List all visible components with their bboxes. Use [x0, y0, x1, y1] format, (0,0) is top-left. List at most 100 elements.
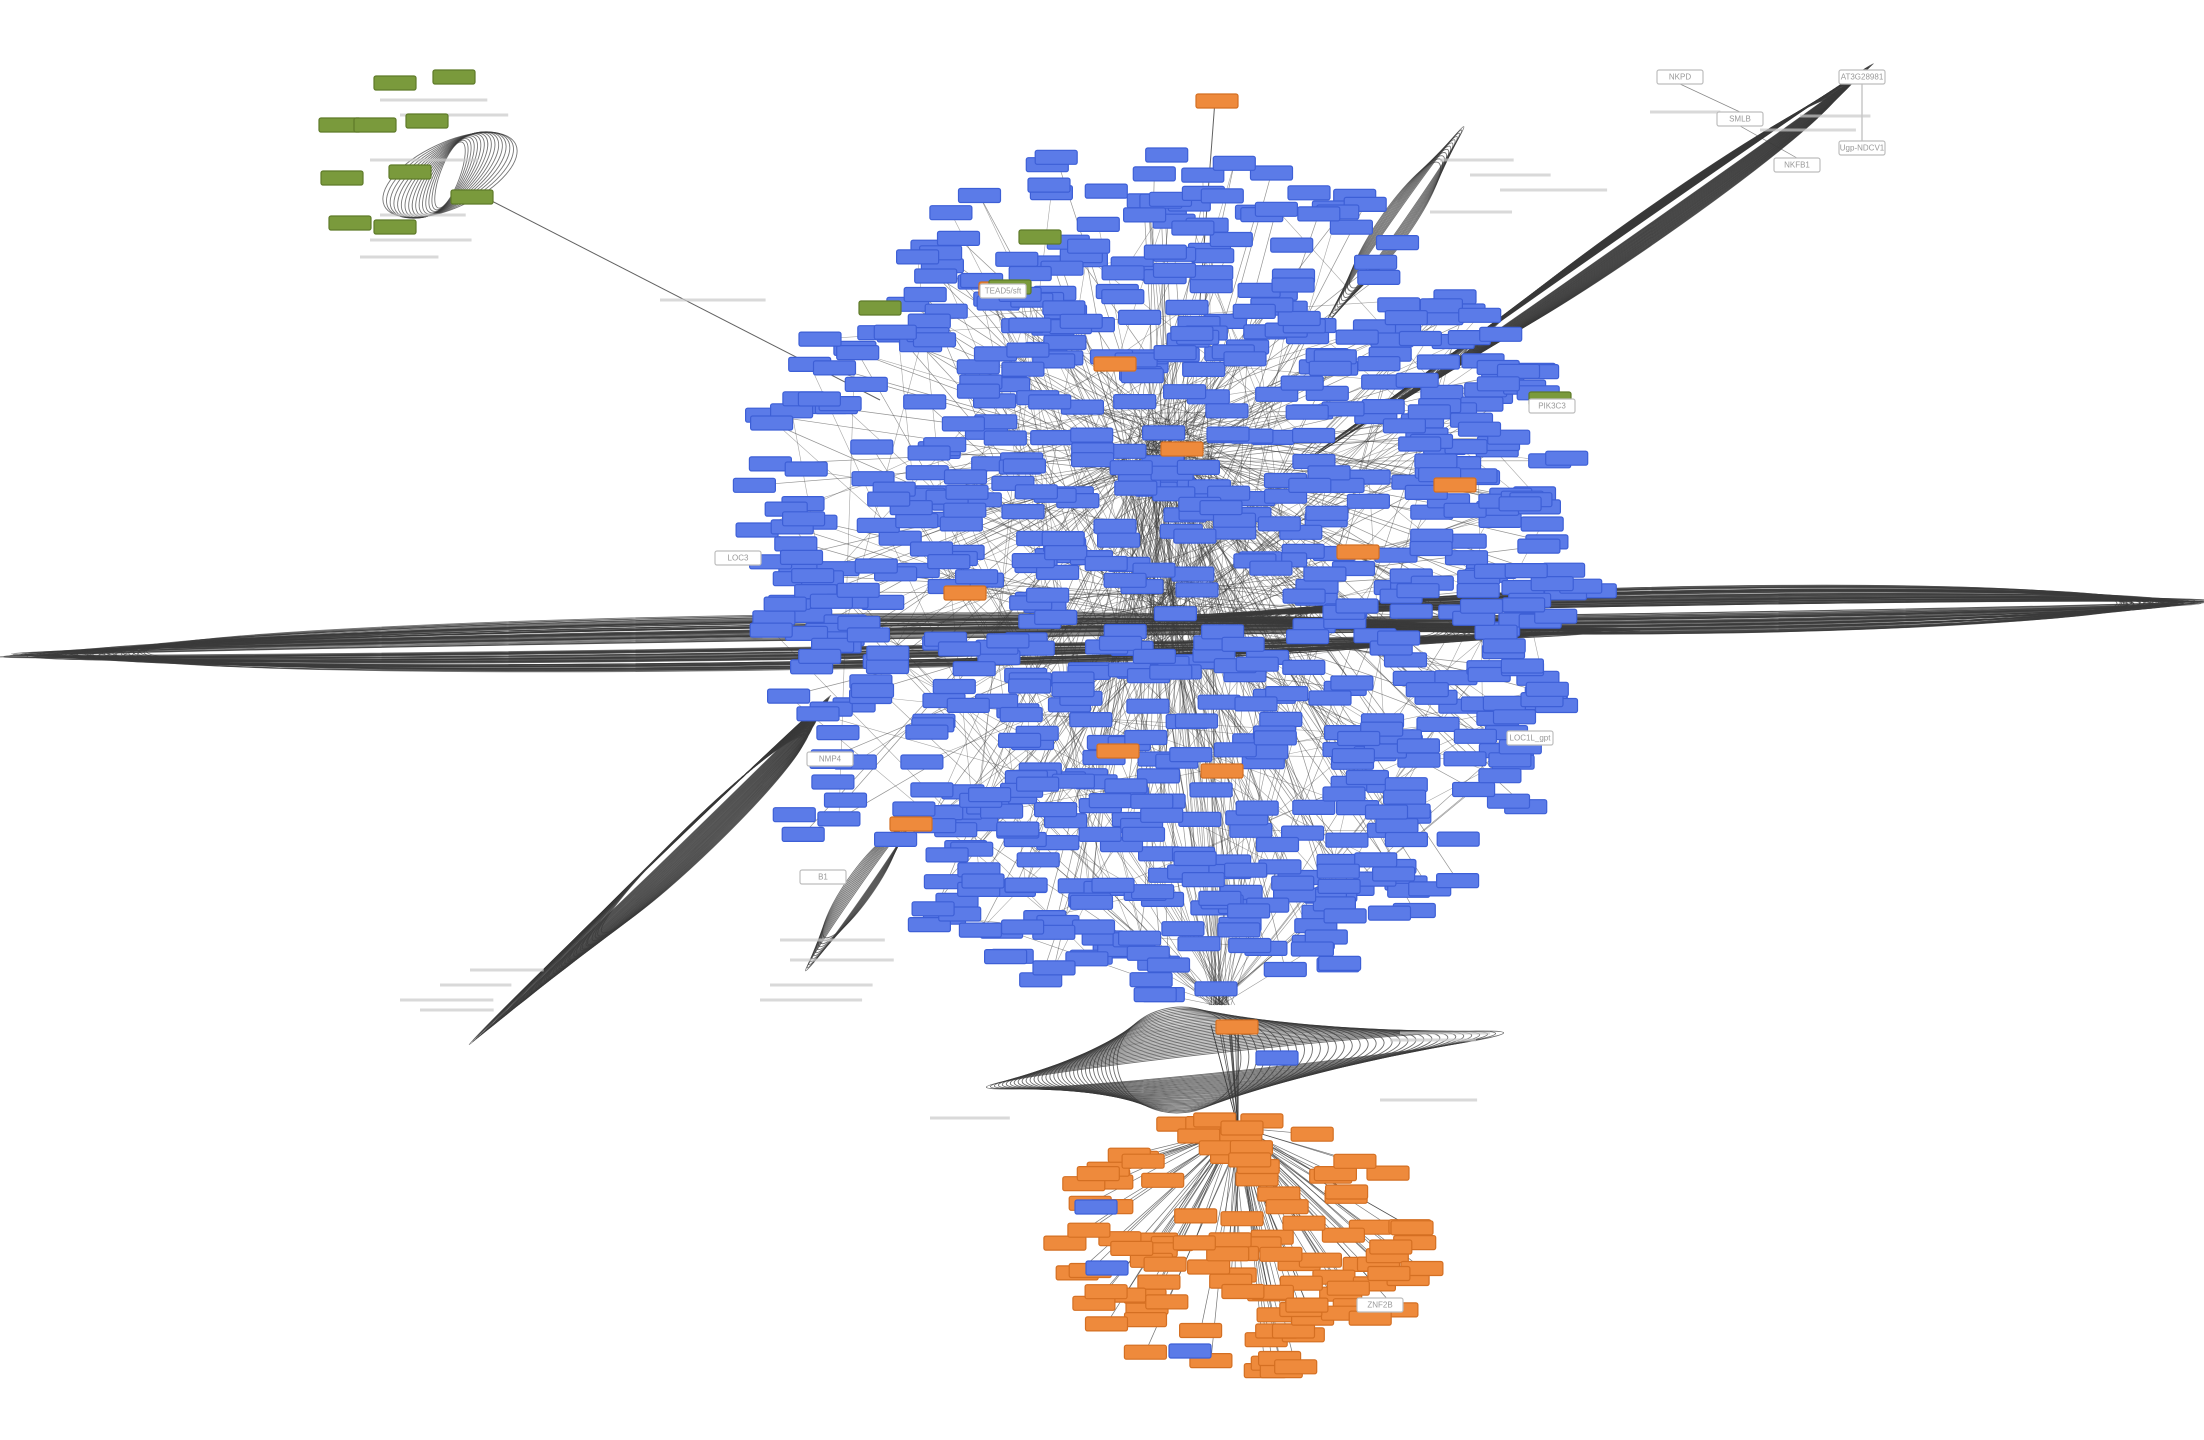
- blue-gene-node[interactable]: [1375, 817, 1419, 834]
- orange-gene-node[interactable]: [1271, 1323, 1316, 1339]
- white-gene-node[interactable]: ZNF2B: [1356, 1297, 1404, 1313]
- blue-gene-node[interactable]: [1416, 354, 1461, 370]
- blue-gene-node[interactable]: [914, 268, 958, 284]
- blue-gene-node[interactable]: [1074, 1199, 1118, 1215]
- blue-gene-node[interactable]: [1228, 937, 1272, 954]
- blue-gene-node[interactable]: [1435, 872, 1480, 889]
- blue-gene-node[interactable]: [850, 439, 894, 455]
- orange-gene-node[interactable]: [1123, 1344, 1168, 1360]
- blue-gene-node[interactable]: [817, 811, 861, 827]
- blue-gene-node[interactable]: [1501, 597, 1546, 613]
- blue-gene-node[interactable]: [732, 477, 777, 493]
- blue-gene-node[interactable]: [1001, 504, 1045, 520]
- blue-gene-node[interactable]: [1101, 289, 1145, 305]
- blue-gene-node[interactable]: [1396, 738, 1441, 754]
- blue-gene-node[interactable]: [1152, 262, 1197, 278]
- blue-gene-node[interactable]: [1140, 807, 1184, 823]
- blue-gene-node[interactable]: [1331, 747, 1376, 764]
- blue-gene-node[interactable]: [1492, 709, 1537, 725]
- blue-gene-node[interactable]: [1405, 681, 1449, 698]
- blue-gene-node[interactable]: [995, 251, 1039, 267]
- blue-gene-node[interactable]: [958, 922, 1003, 938]
- blue-gene-node[interactable]: [1458, 307, 1502, 323]
- blue-gene-node[interactable]: [1178, 811, 1222, 828]
- blue-gene-node[interactable]: [1171, 566, 1215, 582]
- blue-gene-node[interactable]: [1032, 960, 1076, 976]
- orange-gene-node[interactable]: [1145, 1294, 1189, 1310]
- orange-gene-node[interactable]: [1326, 1280, 1370, 1296]
- green-gene-node[interactable]: [405, 113, 449, 129]
- blue-gene-node[interactable]: [1130, 793, 1174, 809]
- blue-gene-node[interactable]: [1282, 588, 1326, 604]
- blue-gene-node[interactable]: [1206, 426, 1250, 442]
- blue-gene-node[interactable]: [895, 249, 940, 265]
- blue-gene-node[interactable]: [1285, 404, 1329, 420]
- blue-gene-node[interactable]: [1255, 836, 1300, 853]
- blue-gene-node[interactable]: [927, 553, 971, 570]
- blue-gene-node[interactable]: [1170, 325, 1214, 342]
- blue-gene-node[interactable]: [1165, 299, 1209, 315]
- blue-gene-node[interactable]: [1253, 730, 1297, 746]
- blue-gene-node[interactable]: [1182, 361, 1226, 377]
- blue-gene-node[interactable]: [954, 569, 999, 585]
- orange-gene-node[interactable]: [889, 816, 933, 832]
- blue-gene-node[interactable]: [1384, 831, 1429, 848]
- blue-gene-node[interactable]: [1149, 664, 1193, 680]
- blue-gene-node[interactable]: [873, 324, 917, 340]
- blue-gene-node[interactable]: [1223, 351, 1267, 367]
- blue-gene-node[interactable]: [1027, 177, 1071, 193]
- blue-gene-node[interactable]: [1041, 531, 1085, 547]
- blue-gene-node[interactable]: [911, 901, 955, 917]
- orange-gene-node[interactable]: [1141, 1172, 1185, 1188]
- blue-gene-node[interactable]: [1002, 458, 1047, 474]
- blue-gene-node[interactable]: [1232, 303, 1276, 319]
- orange-gene-node[interactable]: [1366, 1165, 1410, 1181]
- blue-gene-node[interactable]: [1325, 832, 1369, 848]
- blue-gene-node[interactable]: [1076, 216, 1120, 232]
- blue-gene-node[interactable]: [1482, 638, 1526, 654]
- blue-gene-node[interactable]: [1271, 875, 1315, 891]
- blue-gene-node[interactable]: [895, 513, 939, 529]
- blue-gene-node[interactable]: [1161, 921, 1205, 937]
- blue-gene-node[interactable]: [1153, 345, 1197, 361]
- blue-gene-node[interactable]: [996, 821, 1040, 837]
- orange-gene-node[interactable]: [1200, 763, 1244, 779]
- white-gene-node[interactable]: Ugp-NDCV1: [1838, 140, 1886, 156]
- white-gene-node[interactable]: TEAD5/sft: [979, 283, 1027, 299]
- green-gene-node[interactable]: [450, 189, 494, 205]
- blue-gene-node[interactable]: [1316, 863, 1360, 879]
- blue-gene-node[interactable]: [1263, 961, 1307, 978]
- blue-gene-node[interactable]: [749, 622, 793, 638]
- blue-gene-node[interactable]: [1043, 334, 1087, 351]
- blue-gene-node[interactable]: [932, 678, 976, 695]
- blue-gene-node[interactable]: [836, 345, 880, 361]
- white-gene-node[interactable]: PIK3C3: [1528, 398, 1576, 414]
- orange-gene-node[interactable]: [1348, 1310, 1392, 1326]
- orange-gene-node[interactable]: [1174, 1208, 1218, 1224]
- blue-gene-node[interactable]: [1065, 951, 1109, 967]
- blue-gene-node[interactable]: [784, 461, 828, 477]
- orange-gene-node[interactable]: [1172, 1235, 1216, 1251]
- blue-gene-node[interactable]: [1209, 231, 1253, 248]
- blue-gene-node[interactable]: [1249, 165, 1294, 181]
- blue-gene-node[interactable]: [1008, 265, 1052, 282]
- orange-gene-node[interactable]: [943, 585, 987, 601]
- blue-gene-node[interactable]: [1414, 453, 1458, 469]
- green-gene-node[interactable]: [328, 215, 372, 231]
- blue-gene-node[interactable]: [1382, 418, 1427, 434]
- orange-gene-node[interactable]: [1195, 93, 1239, 109]
- blue-gene-node[interactable]: [1070, 452, 1115, 468]
- blue-gene-node[interactable]: [939, 516, 983, 532]
- blue-gene-node[interactable]: [1395, 372, 1439, 388]
- blue-gene-node[interactable]: [1109, 460, 1153, 476]
- blue-gene-node[interactable]: [1330, 675, 1374, 691]
- orange-gene-node[interactable]: [1121, 1153, 1165, 1169]
- blue-gene-node[interactable]: [1371, 866, 1416, 882]
- blue-gene-node[interactable]: [1198, 890, 1242, 907]
- blue-gene-node[interactable]: [910, 782, 954, 798]
- blue-gene-node[interactable]: [1443, 751, 1487, 767]
- blue-gene-node[interactable]: [1143, 244, 1188, 260]
- blue-gene-node[interactable]: [997, 732, 1042, 749]
- blue-gene-node[interactable]: [1070, 427, 1114, 443]
- blue-gene-node[interactable]: [1290, 941, 1335, 957]
